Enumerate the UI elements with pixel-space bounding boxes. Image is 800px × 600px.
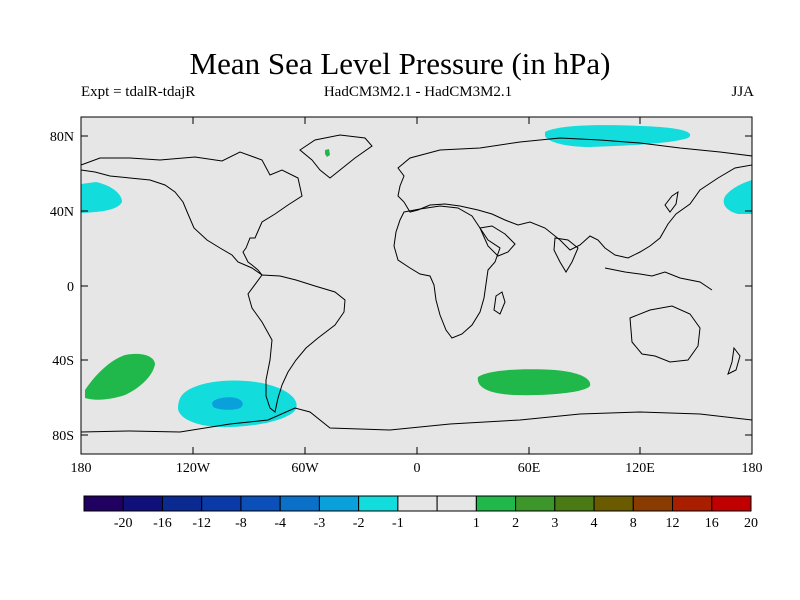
colorbar-label: 20	[744, 516, 758, 531]
colorbar-label: -2	[353, 516, 365, 531]
colorbar-box	[436, 495, 477, 512]
coastline-australia	[629, 305, 701, 363]
lat-tick-label: 40S	[52, 354, 74, 369]
anomaly-southern-indian-ocean	[477, 369, 591, 396]
colorbar-box	[593, 495, 634, 512]
coastline-africa	[393, 205, 501, 339]
colorbar-label: 3	[551, 516, 558, 531]
colorbar-box	[515, 495, 556, 512]
colorbar-label: -1	[392, 516, 404, 531]
experiment-label: Expt = tdalR-tdajR	[81, 84, 196, 100]
colorbar-box	[711, 495, 752, 512]
coastline-new-zealand	[727, 346, 741, 375]
models-label: HadCM3M2.1 - HadCM3M2.1	[323, 84, 513, 100]
longitude-axis: 180 120W 60W 0 60E 120E 180	[71, 117, 763, 476]
anomaly-layer	[81, 125, 752, 428]
colorbar-label: -12	[192, 516, 211, 531]
coastline-europe-asia	[397, 137, 753, 259]
coastline-north-america	[80, 151, 303, 276]
colorbar: -20 -16 -12 -8 -4 -3 -2 -1 1 2 3 4 8 12 16 20	[83, 495, 758, 531]
colorbar-label: -8	[235, 516, 247, 531]
coastlines	[80, 134, 753, 433]
lon-tick-label: 60W	[291, 461, 319, 476]
lon-tick-label: 180	[71, 461, 92, 476]
coastline-india	[553, 237, 579, 273]
coastline-arabia	[479, 225, 516, 257]
lat-tick-label: 0	[67, 280, 74, 295]
colorbar-label: 16	[705, 516, 719, 531]
latitude-axis: 80N 40N 0 40S 80S	[50, 130, 752, 444]
anomaly-arctic-siberia	[545, 125, 691, 147]
lon-tick-label: 0	[414, 461, 421, 476]
colorbar-label: 4	[591, 516, 598, 531]
lat-tick-label: 80N	[50, 130, 74, 145]
lat-tick-label: 80S	[52, 429, 74, 444]
colorbar-box	[83, 495, 124, 512]
colorbar-label: 12	[666, 516, 680, 531]
anomaly-southwest-pacific	[85, 353, 155, 400]
coastline-japan	[664, 190, 679, 213]
colorbar-box	[554, 495, 595, 512]
colorbar-label: -20	[114, 516, 133, 531]
coastline-greenland	[299, 134, 373, 179]
colorbar-label: 1	[473, 516, 480, 531]
lat-tick-label: 40N	[50, 205, 74, 220]
anomaly-greenland-spot	[325, 149, 330, 157]
colorbar-label: -3	[314, 516, 326, 531]
colorbar-box	[122, 495, 163, 512]
lon-tick-label: 60E	[518, 461, 541, 476]
colorbar-box	[397, 495, 438, 512]
lon-tick-label: 180	[742, 461, 763, 476]
colorbar-box	[279, 495, 320, 512]
colorbar-box	[240, 495, 281, 512]
colorbar-box	[632, 495, 674, 512]
colorbar-label: 8	[630, 516, 637, 531]
lon-tick-label: 120E	[625, 461, 655, 476]
colorbar-box	[358, 495, 399, 512]
colorbar-box	[672, 495, 713, 512]
coastline-antarctica	[80, 407, 753, 433]
colorbar-box	[201, 495, 242, 512]
coastline-madagascar	[493, 291, 506, 315]
coastline-indonesia	[604, 267, 713, 291]
figure-title: Mean Sea Level Pressure (in hPa)	[189, 46, 611, 81]
anomaly-north-pacific-east	[723, 180, 752, 214]
colorbar-box	[161, 495, 203, 512]
colorbar-label: -4	[274, 516, 286, 531]
colorbar-box	[318, 495, 360, 512]
colorbar-label: -16	[153, 516, 172, 531]
colorbar-label: 2	[512, 516, 519, 531]
colorbar-box	[475, 495, 517, 512]
season-label: JJA	[731, 84, 754, 100]
anomaly-south-pacific-core	[212, 397, 243, 410]
coastline-south-america	[247, 274, 346, 413]
lon-tick-label: 120W	[176, 461, 211, 476]
anomaly-north-pacific-west	[81, 182, 122, 213]
